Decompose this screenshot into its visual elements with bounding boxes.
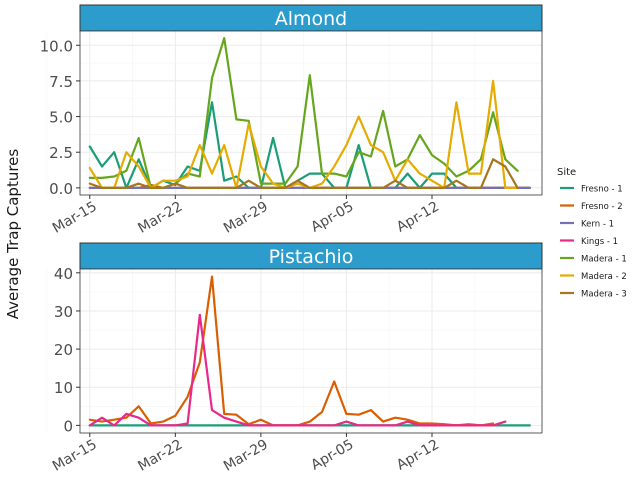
x-tick-label: Apr-12 [394,199,442,236]
x-tick-label: Apr-05 [308,199,356,236]
y-tick-label: 0 [63,417,73,435]
legend-label: Madera - 3 [581,290,627,300]
x-tick-label: Mar-22 [135,437,185,475]
x-tick-label: Mar-22 [135,199,185,237]
plot-background [80,269,542,433]
legend: Site Fresno - 1 Fresno - 2 Kern - 1 Kings - … [557,167,627,300]
y-tick-label: 20 [54,341,73,359]
legend-title: Site [557,167,576,178]
plot-background [80,31,542,195]
legend-label: Kern - 1 [581,220,614,230]
x-tick-label: Mar-15 [50,437,100,475]
legend-label: Kings - 1 [581,237,618,247]
legend-label: Fresno - 1 [581,185,623,195]
plot-border [79,268,543,434]
series-line-madera-2 [88,79,519,189]
y-tick-label: 0.0 [49,180,73,198]
legend-label: Madera - 1 [581,255,627,265]
series-line-kings-1 [88,313,507,427]
x-tick-label: Apr-12 [394,437,442,474]
y-tick-label: 5.0 [49,109,73,127]
facet-title: Pistachio [269,246,354,268]
y-tick-label: 40 [54,265,73,283]
panel-pistachio: Pistachio 0 10 20 30 40 Mar-15 Mar-22 Mar-29 Apr-… [46,242,543,475]
x-tick-label: Mar-29 [221,199,271,237]
panel-almond: Almond 0.0 2.5 5.0 7.5 10.0 Mar-15 Mar-22 Mar-29… [40,4,543,237]
plot-border [79,30,543,196]
y-axis-title: Average Trap Captures [4,149,22,320]
y-tick-label: 10.0 [40,37,73,55]
y-tick-label: 2.5 [49,144,73,162]
y-tick-label: 10 [54,379,73,397]
legend-label: Fresno - 2 [581,202,623,212]
facet-title: Almond [275,8,348,30]
series-line-madera-3 [88,158,519,189]
x-tick-label: Mar-29 [221,437,271,475]
facet-strip [79,4,543,32]
legend-label: Madera - 2 [581,272,627,282]
y-tick-label: 7.5 [49,73,73,91]
y-tick-label: 30 [54,303,73,321]
x-tick-label: Apr-05 [308,437,356,474]
x-tick-label: Mar-15 [50,199,100,237]
